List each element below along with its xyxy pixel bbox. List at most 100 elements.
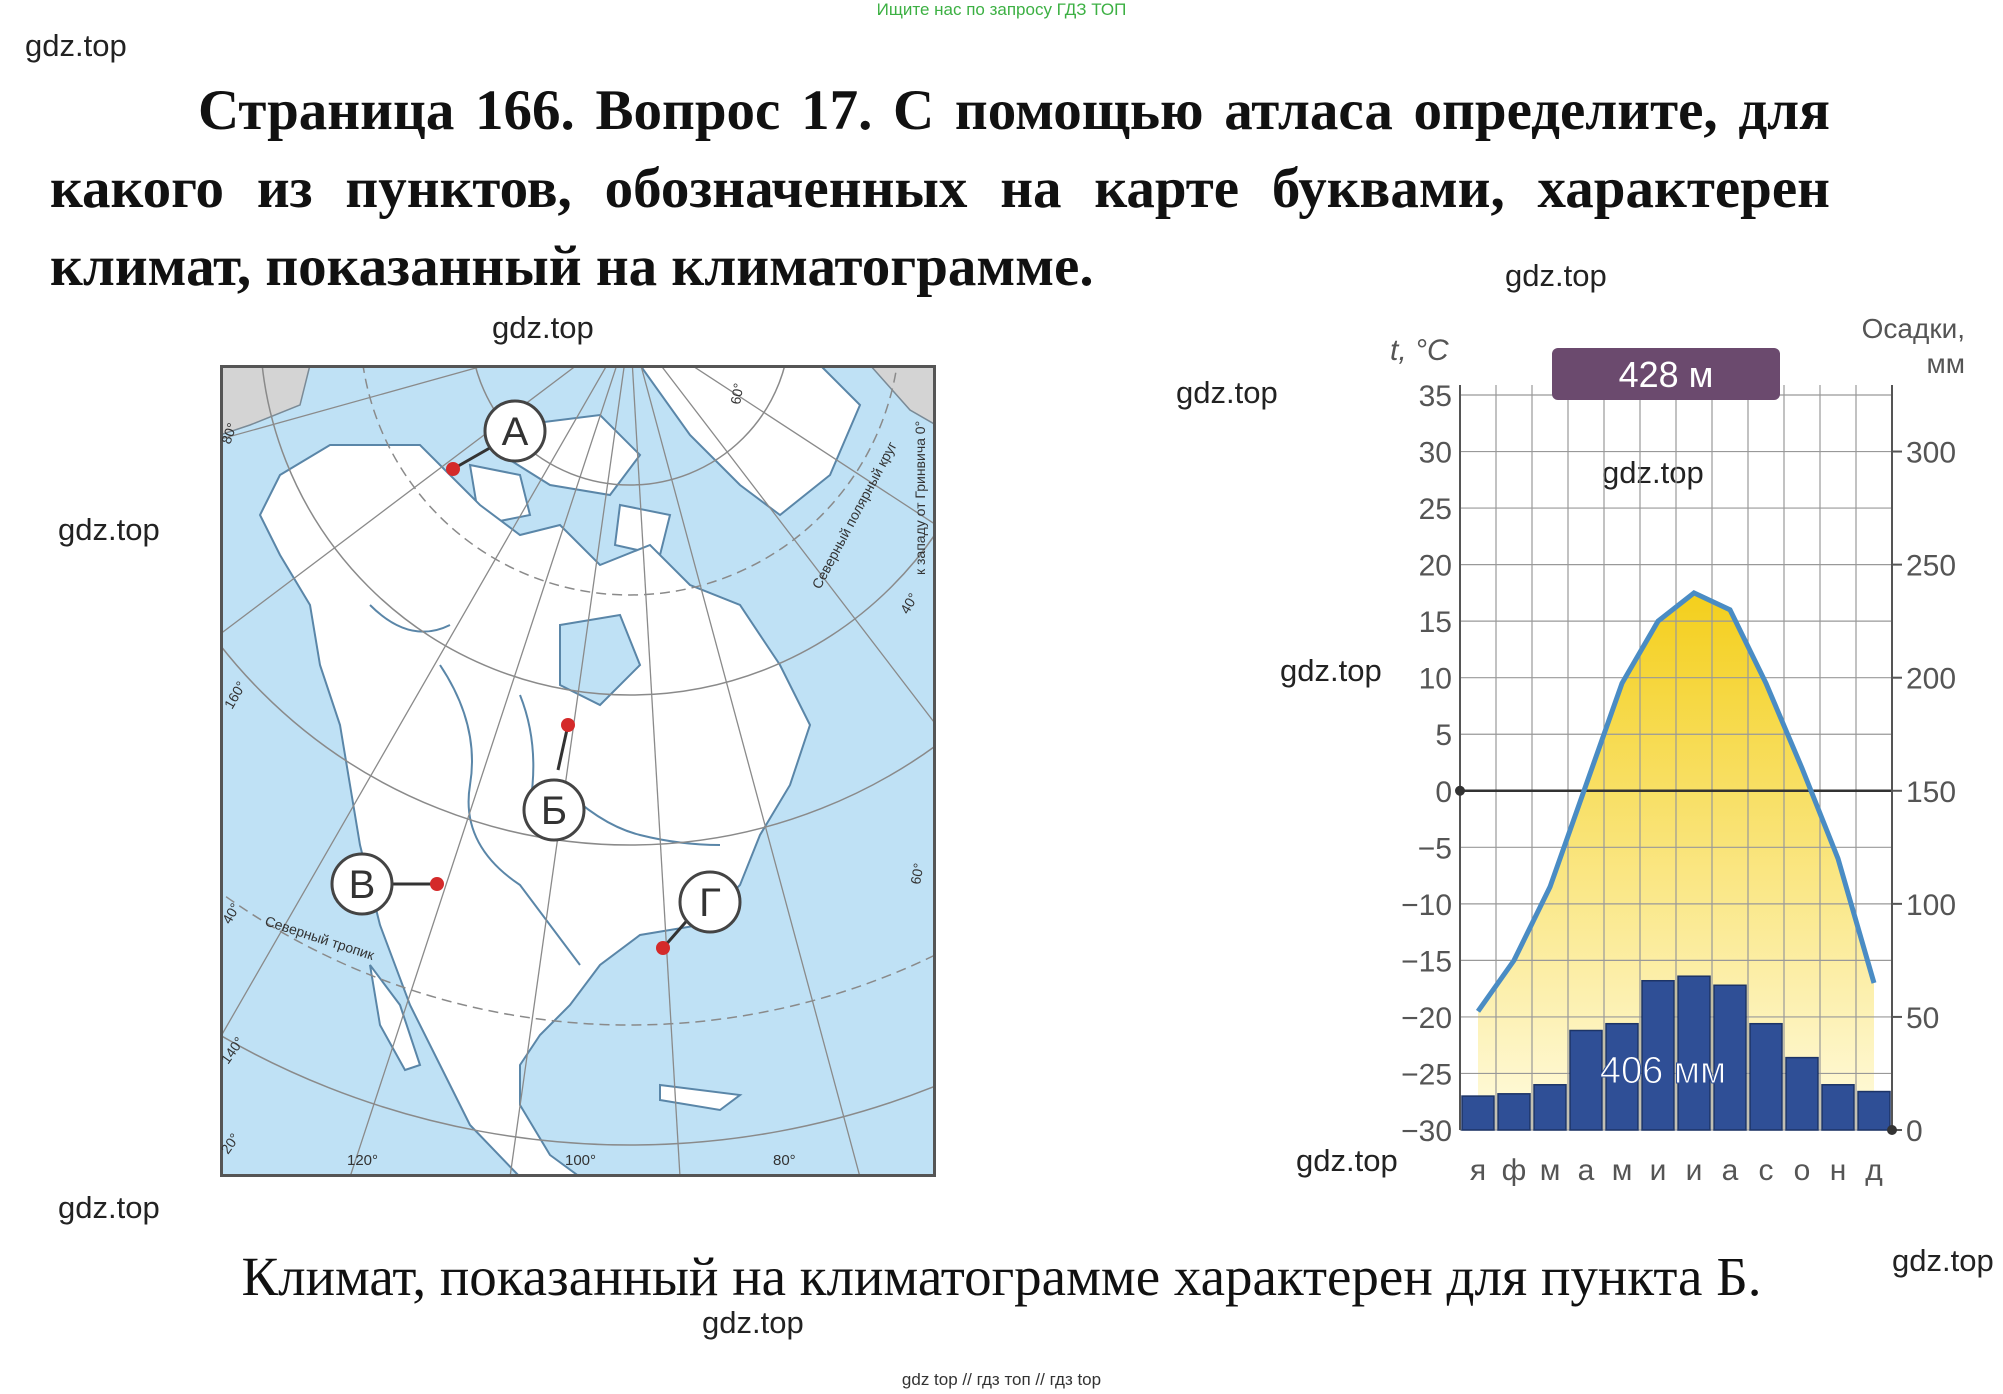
lon-label-60: 60° <box>727 382 746 406</box>
temp-tick-label: −20 <box>1401 1002 1452 1035</box>
precip-tick-label: 300 <box>1906 437 1956 470</box>
river <box>369 604 451 633</box>
temp-tick-label: 10 <box>1419 663 1452 696</box>
meridian <box>509 365 626 1177</box>
precip-bar <box>1821 1084 1855 1131</box>
month-label: о <box>1794 1154 1811 1187</box>
chart-axes: 35 30 25 20 15 10 50 −5 −10 −15 −20 −25 −30 300 250 200… <box>1401 380 1956 1187</box>
answer-text: Климат, показанный на климатограмме хара… <box>241 1246 1762 1307</box>
meridian <box>640 365 861 1177</box>
latitude-circle <box>362 365 898 596</box>
meridian <box>659 365 936 726</box>
temp-tick-label: −30 <box>1401 1115 1452 1148</box>
point-b-label: Б <box>541 789 567 833</box>
precip-bar <box>1605 1022 1639 1131</box>
month-label: с <box>1759 1154 1774 1187</box>
month-label: и <box>1650 1154 1667 1187</box>
greenland <box>638 365 862 517</box>
zero-marker <box>1455 785 1465 796</box>
temp-tick-label: 15 <box>1419 606 1452 639</box>
month-label: м <box>1612 1154 1633 1187</box>
meridian <box>349 365 618 1177</box>
watermark: gdz.top <box>1176 375 1278 410</box>
watermark: gdz.top <box>1602 455 1704 490</box>
latitude-circle <box>220 1034 936 1146</box>
lon-label-120: 120° <box>347 1152 378 1169</box>
watermark: gdz.top <box>58 1190 160 1225</box>
precipitation-bars <box>1461 975 1891 1131</box>
precip-bar <box>1641 979 1675 1131</box>
point-a-label: А <box>502 410 529 454</box>
watermark: gdz.top <box>1505 258 1607 293</box>
watermark: gdz.top <box>702 1305 804 1340</box>
watermark: gdz.top <box>1280 653 1382 688</box>
precip-bar <box>1713 984 1747 1131</box>
temp-axis-label: t, °C <box>1390 334 1449 367</box>
month-label: а <box>1722 1154 1739 1187</box>
temp-tick-label: 25 <box>1419 493 1452 526</box>
month-label: и <box>1686 1154 1703 1187</box>
meridian <box>220 365 579 635</box>
month-label: н <box>1830 1154 1847 1187</box>
elevation-value: 428 м <box>1619 354 1714 395</box>
temp-tick-label: 30 <box>1419 437 1452 470</box>
precip-bar <box>1461 1095 1495 1131</box>
cuba <box>659 1083 743 1112</box>
map-frame <box>220 365 936 1177</box>
baja-california <box>369 964 422 1072</box>
point-a: А <box>446 399 547 476</box>
precip-axis-label-2: мм <box>1927 348 1966 379</box>
precip-bar <box>1497 1093 1531 1131</box>
watermark: gdz.top <box>1892 1243 1994 1278</box>
temp-tick-label: 35 <box>1419 380 1452 413</box>
temp-tick-label: 20 <box>1419 550 1452 583</box>
precip-tick-label: 250 <box>1906 550 1956 583</box>
north-america-map: 120° 100° 80° 80° 160° 40° 140° 20° 60° … <box>220 365 936 1177</box>
footer-links[interactable]: gdz top // гдз топ // гдз top <box>901 1370 1102 1389</box>
precip-total: 406 мм <box>1600 1050 1726 1092</box>
temp-tick-label: −5 <box>1418 832 1452 865</box>
zero-marker <box>1887 1125 1897 1135</box>
lon-label-100: 100° <box>565 1152 596 1169</box>
precip-tick-label: 150 <box>1906 776 1956 809</box>
greenwich-label: к западу от Гринвича 0° <box>912 421 928 575</box>
month-label: д <box>1865 1154 1883 1187</box>
month-label: а <box>1578 1154 1595 1187</box>
precip-axis-label-1: Осадки, <box>1862 313 1965 344</box>
watermark: gdz.top <box>58 512 160 547</box>
month-label: я <box>1470 1154 1486 1187</box>
precip-bar <box>1749 1022 1783 1131</box>
meridian <box>690 365 936 526</box>
elevation-badge-bg <box>1552 348 1780 400</box>
climatogram: 35 30 25 20 15 10 50 −5 −10 −15 −20 −25 −30 300 250 200… <box>1390 313 1966 1187</box>
chart-grid <box>1459 385 1893 1131</box>
point-g: Г <box>656 870 742 955</box>
temperature-line <box>1475 589 1877 1013</box>
europe-corner <box>868 365 936 426</box>
month-label: м <box>1540 1154 1561 1187</box>
meridian <box>220 365 489 440</box>
precip-tick-label: 100 <box>1906 889 1956 922</box>
precip-tick-label: 200 <box>1906 663 1956 696</box>
temp-tick-label: 0 <box>1435 776 1452 809</box>
precip-tick-label: 50 <box>1906 1002 1939 1035</box>
temp-tick-label: −10 <box>1401 889 1452 922</box>
latitude-circle <box>220 643 936 846</box>
lon-label-80: 80° <box>773 1152 796 1169</box>
temp-tick-label: −15 <box>1401 945 1452 978</box>
watermark: gdz.top <box>25 28 127 63</box>
meridian <box>631 365 681 1177</box>
latitude-circle <box>474 365 786 486</box>
point-v-label: В <box>349 863 376 907</box>
precip-bar <box>1785 1056 1819 1131</box>
point-b: Б <box>522 718 586 842</box>
search-banner: Ищите нас по запросу ГДЗ ТОП <box>876 0 1127 19</box>
eurasia-corner <box>220 365 311 436</box>
watermark: gdz.top <box>492 310 594 345</box>
watermark: gdz.top <box>1296 1143 1398 1178</box>
elevation-badge: 428 м <box>1552 348 1780 400</box>
temp-tick-label: −25 <box>1401 1058 1452 1091</box>
precip-bar <box>1533 1084 1567 1131</box>
precip-tick-label: 0 <box>1906 1115 1923 1148</box>
question-text: Страница 166. Вопрос 17. С помощью атлас… <box>50 79 1830 298</box>
